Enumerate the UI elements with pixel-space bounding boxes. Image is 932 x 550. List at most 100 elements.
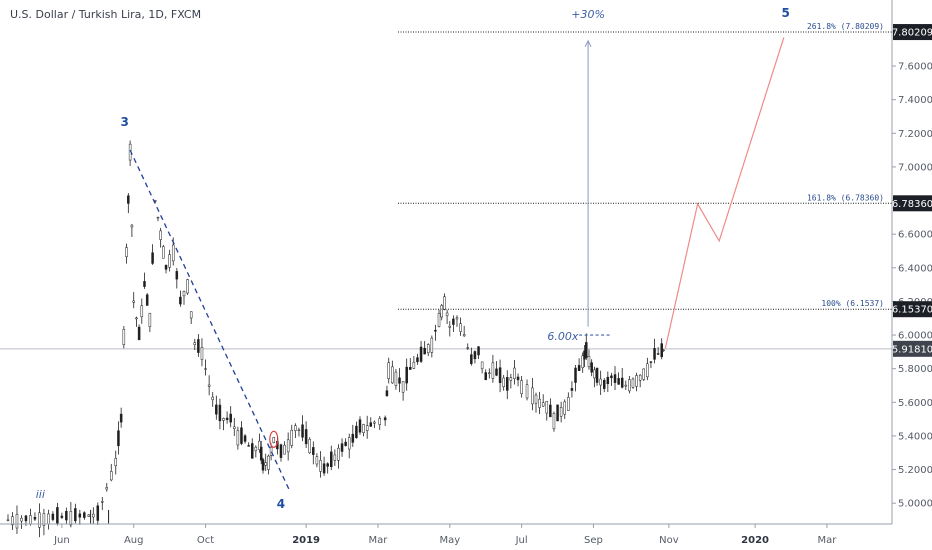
candle-body [279, 444, 283, 458]
candle-body [326, 463, 329, 467]
candle-body [559, 407, 563, 417]
candle-body [538, 398, 541, 408]
fib-price-box [893, 195, 932, 212]
candle-body [405, 366, 408, 384]
candle-body [229, 413, 232, 423]
candle-body [286, 439, 290, 453]
candle-body [369, 422, 373, 427]
candle-body [308, 439, 311, 453]
candle-body [33, 517, 37, 520]
candle-body [620, 377, 624, 388]
candle-body [624, 384, 628, 387]
candle-body [635, 375, 638, 387]
candle-body [200, 347, 204, 360]
candle-body [416, 357, 419, 363]
candle-body [233, 426, 236, 429]
candle-body [65, 510, 68, 521]
candle-body [419, 346, 423, 362]
candle-body [426, 344, 430, 354]
candle-body [151, 252, 154, 264]
candle-body [525, 384, 529, 399]
fib-level-label: 100% (6.1537) [821, 299, 884, 308]
fib-price-box [893, 301, 932, 318]
candle-body [541, 402, 545, 407]
candle-body [29, 515, 32, 525]
candle-body [488, 372, 491, 374]
x-tick-label: Aug [124, 535, 144, 546]
candle-body [502, 377, 505, 388]
candle-body [423, 347, 426, 355]
candle-body [570, 388, 574, 391]
candle-body [164, 265, 168, 270]
x-tick-label: 2020 [741, 535, 769, 546]
candle-body [365, 425, 369, 431]
candle-body [215, 404, 218, 415]
candle-body [534, 394, 538, 404]
candle-body [60, 515, 64, 518]
candle-body [378, 418, 382, 425]
candle-body [101, 501, 104, 503]
candle-body [590, 362, 593, 373]
candle-body [182, 291, 186, 297]
candle-body [455, 317, 459, 320]
candle-body [105, 487, 109, 490]
candle-body [347, 437, 351, 450]
candle-body [610, 375, 613, 379]
candle-body [642, 368, 646, 380]
candle-body [42, 513, 46, 526]
candle-body [171, 244, 175, 262]
candle-body [92, 513, 95, 518]
y-tick-label: 7.60000 [898, 62, 932, 73]
candle-body [47, 513, 50, 525]
candle-body [443, 296, 446, 310]
x-tick-label: Mar [369, 535, 389, 546]
candle-body [394, 371, 398, 386]
candle-body [168, 254, 171, 268]
candle-body [125, 247, 128, 257]
candle-body [236, 430, 240, 446]
candle-body [143, 281, 146, 287]
candle-body [585, 342, 588, 358]
wave-3-label: 3 [121, 115, 129, 129]
candle-body [649, 361, 653, 363]
fib-price-label: 7.80209 [892, 28, 932, 39]
candle-body [312, 447, 315, 455]
candle-body [606, 376, 610, 385]
candle-body [599, 378, 602, 386]
candle-body [445, 312, 449, 317]
candle-body [480, 361, 484, 370]
x-tick-label: Nov [659, 535, 679, 546]
candle-body [38, 512, 41, 528]
fib-price-label: 6.78360 [892, 199, 932, 210]
candle-body [556, 404, 559, 422]
candle-body [470, 354, 473, 364]
candle-body [148, 312, 152, 327]
candle-body [477, 346, 480, 356]
candle-body [351, 433, 355, 443]
candle-body [506, 377, 509, 391]
candle-body [595, 367, 599, 383]
candle-body [383, 417, 387, 421]
candle-body [498, 367, 502, 383]
candle-body [437, 313, 441, 327]
candle-body [264, 462, 267, 466]
y-tick-label: 5.40000 [898, 431, 932, 442]
candle-body [567, 397, 570, 411]
current-price-box [893, 340, 932, 357]
candle-body [140, 305, 144, 318]
candle-body [545, 400, 549, 414]
candle-body [114, 458, 118, 467]
candle-body [552, 413, 556, 430]
candle-body [662, 349, 665, 352]
candle-body [204, 368, 207, 370]
candle-body [491, 362, 495, 379]
candle-body [269, 446, 273, 456]
y-tick-label: 5.00000 [898, 499, 932, 510]
x-tick-label: Jun [53, 535, 70, 546]
candle-body [333, 454, 337, 461]
candle-body [127, 195, 130, 204]
wave-iii-label: iii [36, 488, 45, 501]
candle-body [297, 429, 301, 432]
candle-body [509, 377, 513, 381]
